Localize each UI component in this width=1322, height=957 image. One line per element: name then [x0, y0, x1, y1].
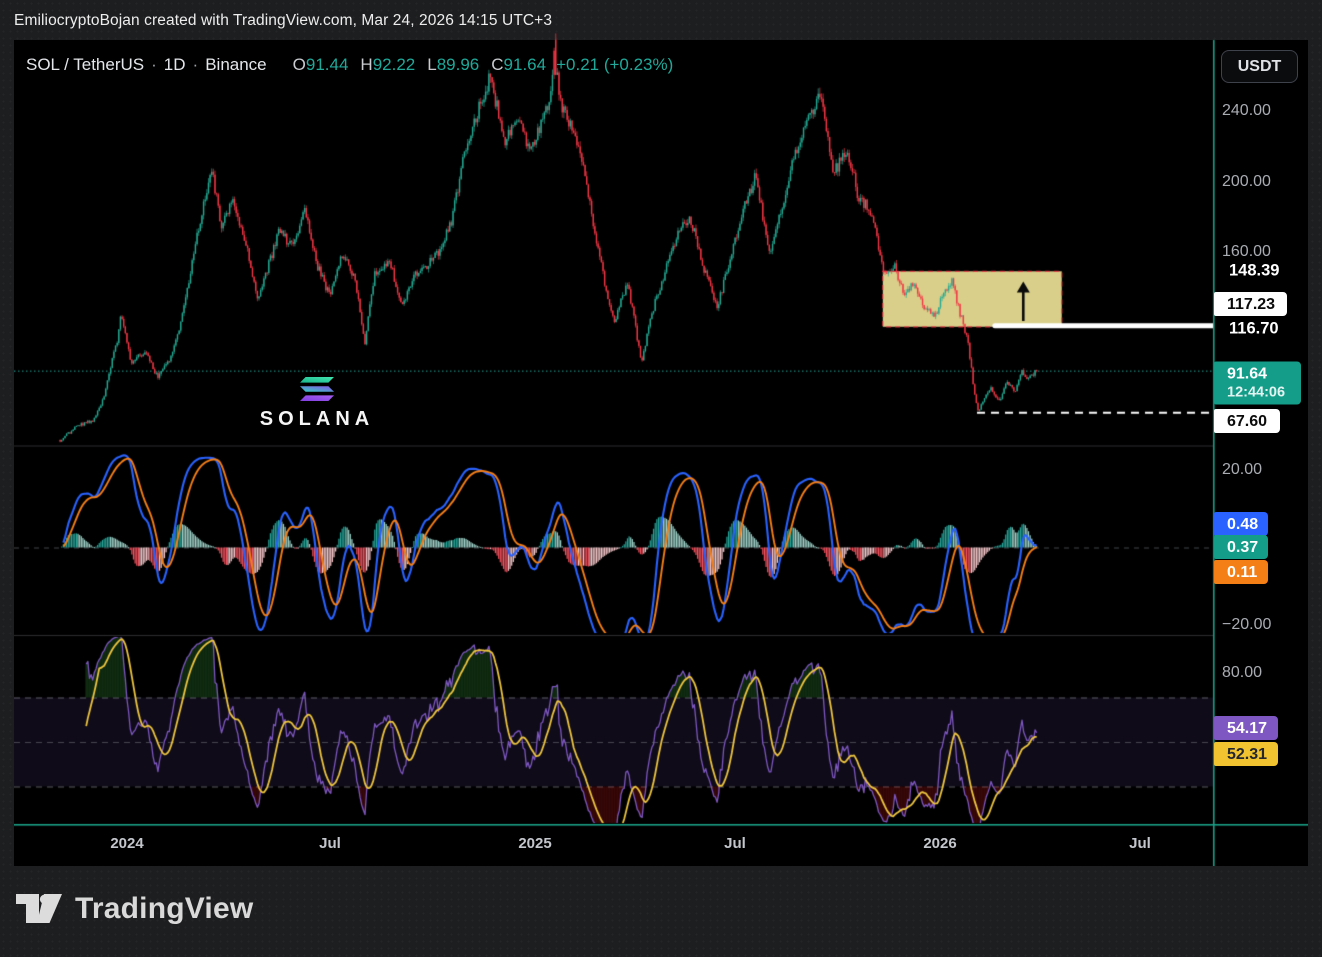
- time-axis-label: Jul: [319, 835, 341, 852]
- price-tick-label: 160.00: [1222, 243, 1271, 260]
- price-badge: 0.37: [1214, 535, 1268, 559]
- price-tick-label: −20.00: [1222, 616, 1272, 633]
- time-axis-label: 2026: [923, 835, 957, 852]
- price-badge: 54.17: [1214, 716, 1278, 740]
- time-axis-label: Jul: [1129, 835, 1151, 852]
- price-scale[interactable]: USDT 240.00 200.00 160.00 20.00 −20.00 80.00 1…: [1214, 40, 1308, 866]
- price-tick-label: 240.00: [1222, 102, 1271, 119]
- time-axis-label: 2024: [110, 835, 144, 852]
- time-axis-label: Jul: [724, 835, 746, 852]
- price-badge: 0.11: [1214, 560, 1268, 584]
- price-tick-label: 20.00: [1222, 461, 1263, 478]
- price-level-label: 116.70: [1229, 319, 1279, 338]
- price-tick-label: 200.00: [1222, 173, 1271, 190]
- price-level-label: 148.39: [1229, 261, 1280, 280]
- price-badge: 117.23: [1214, 292, 1287, 316]
- chart-canvas[interactable]: [14, 28, 1308, 866]
- tradingview-logo[interactable]: TradingView: [16, 892, 253, 926]
- price-badge: 91.64 12:44:06: [1214, 361, 1301, 405]
- currency-toggle-button[interactable]: USDT: [1221, 50, 1298, 83]
- price-badge: 67.60: [1214, 409, 1280, 433]
- countdown-timer: 12:44:06: [1227, 384, 1286, 400]
- tradingview-brand-text: TradingView: [75, 892, 254, 925]
- attribution-text: EmiliocryptoBojan created with TradingVi…: [14, 12, 553, 29]
- tradingview-logo-icon: [16, 894, 62, 923]
- price-badge: 0.48: [1214, 512, 1268, 536]
- price-badge: 52.31: [1214, 742, 1278, 766]
- time-scale[interactable]: 2024 Jul 2025 Jul 2026 Jul: [14, 824, 1308, 866]
- time-axis-label: 2025: [518, 835, 552, 852]
- price-tick-label: 80.00: [1222, 664, 1263, 681]
